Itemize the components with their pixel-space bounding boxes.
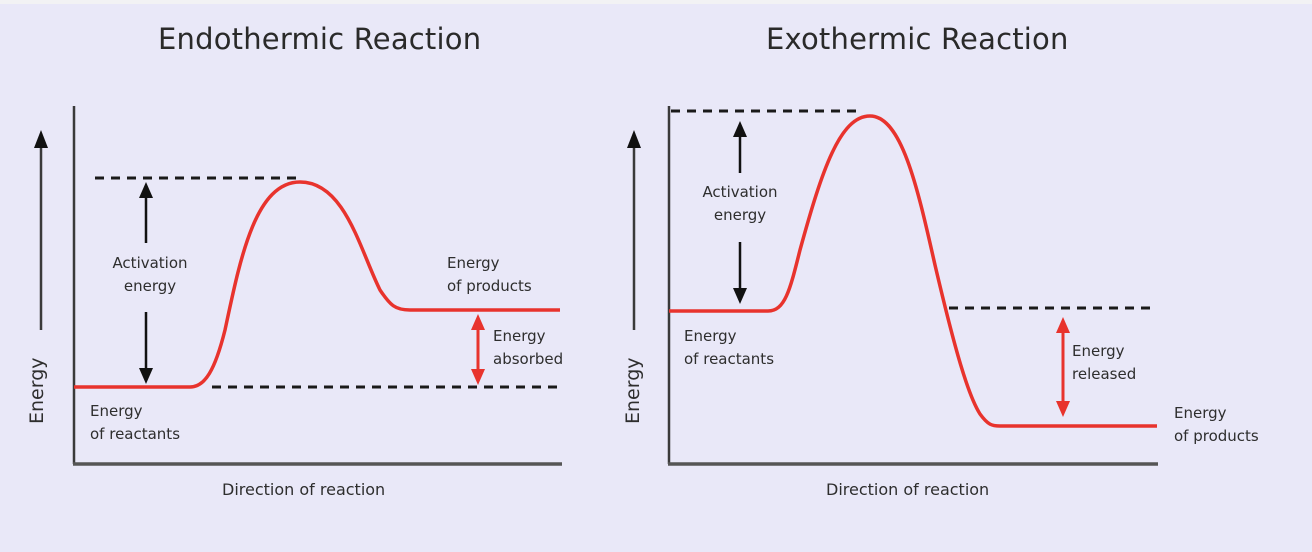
arrow-down-icon (139, 368, 153, 384)
reactants-energy-label: Energy of reactants (684, 327, 775, 368)
reactants-energy-label: Energy of reactants (90, 402, 181, 443)
axes (667, 106, 1158, 466)
arrow-down-icon (733, 288, 747, 304)
energy-absorbed-label: Energy absorbed (493, 327, 564, 368)
products-energy-label: Energy of products (447, 254, 532, 295)
diagram-title: Endothermic Reaction (158, 22, 482, 56)
energy-released-label: Energy released (1072, 342, 1137, 383)
exothermic-diagram: Exothermic Reaction Energy Direction of … (600, 0, 1312, 552)
arrow-up-icon (139, 182, 153, 198)
y-axis-label: Energy (622, 357, 644, 424)
arrow-up-icon (733, 121, 747, 137)
energy-released-double-arrow-icon (1056, 317, 1070, 417)
energy-absorbed-double-arrow-icon (471, 314, 485, 385)
x-axis-label: Direction of reaction (222, 480, 386, 499)
reaction-curve (74, 180, 560, 389)
endothermic-diagram: Endothermic Reaction (0, 0, 620, 552)
activation-energy-label: Activation energy (702, 183, 778, 224)
top-strip (0, 0, 1312, 4)
reaction-curve (669, 114, 1157, 428)
y-axis-label: Energy (26, 357, 48, 424)
activation-energy-label: Activation energy (112, 254, 188, 295)
energy-axis-arrow-icon (627, 130, 641, 330)
axes (72, 106, 562, 466)
diagram-title: Exothermic Reaction (766, 22, 1069, 56)
endothermic-energy-plot (34, 106, 562, 466)
energy-axis-arrow-icon (34, 130, 48, 330)
exothermic-energy-plot (627, 106, 1158, 466)
x-axis-label: Direction of reaction (826, 480, 990, 499)
products-energy-label: Energy of products (1174, 404, 1259, 445)
